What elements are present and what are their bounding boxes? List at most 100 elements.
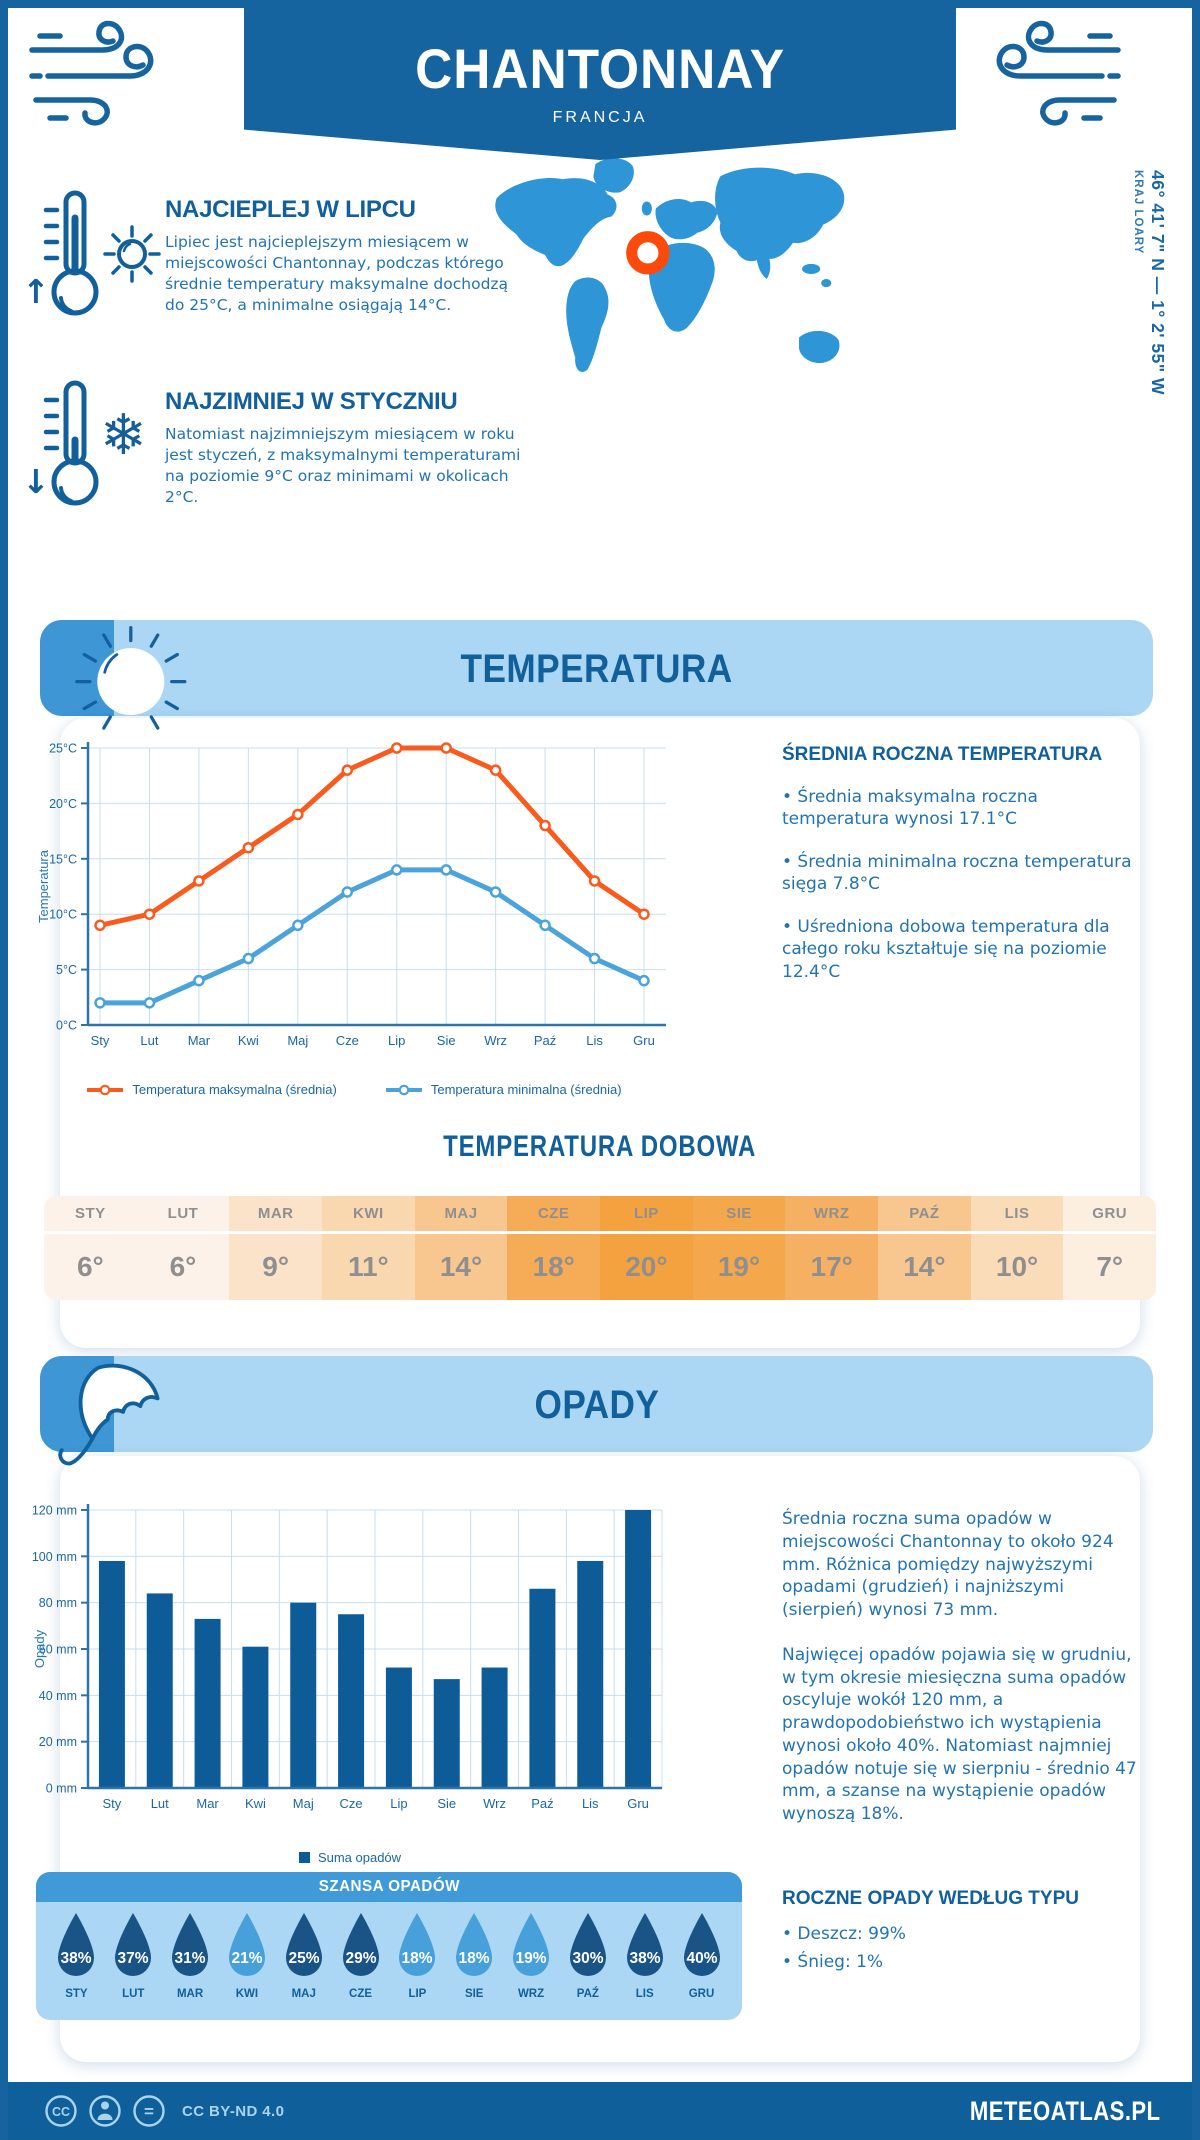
droplet-icon: 38% <box>626 1913 663 1976</box>
svg-text:Wrz: Wrz <box>483 1796 506 1811</box>
svg-text:Sty: Sty <box>103 1796 122 1811</box>
svg-text:CC: CC <box>52 2105 70 2119</box>
daily-temp-month: LIS <box>970 1196 1064 1234</box>
region-text: KRAJ LOARY <box>1132 170 1144 255</box>
thermometer-warm-icon <box>43 190 99 316</box>
daily-temp-value: 20° <box>625 1251 668 1282</box>
location-marker <box>626 231 670 275</box>
svg-text:Maj: Maj <box>287 1033 308 1048</box>
temperature-section-title: TEMPERATURA <box>460 647 733 691</box>
sun-banner-icon <box>75 625 187 730</box>
thermometer-cold-icon <box>43 380 99 506</box>
legend-item: Suma opadów <box>298 1850 401 1865</box>
daily-temp-month: LIP <box>600 1196 693 1234</box>
precipitation-paragraph: Najwięcej opadów pojawia się w grudniu, … <box>782 1644 1137 1825</box>
summary-heading: ŚREDNIA ROCZNA TEMPERATURA <box>782 744 1103 765</box>
svg-text:Lis: Lis <box>586 1033 603 1048</box>
svg-text:Wrz: Wrz <box>484 1033 507 1048</box>
svg-text:31%: 31% <box>175 1950 206 1967</box>
daily-temp-column: GRU 7° <box>1063 1196 1156 1300</box>
svg-text:Sty: Sty <box>91 1033 110 1048</box>
droplet-icon: 18% <box>456 1913 493 1976</box>
summary-bullets: • Średnia maksymalna roczna temperatura … <box>782 786 1147 983</box>
svg-text:40%: 40% <box>686 1950 717 1967</box>
daily-temp-value: 11° <box>347 1251 389 1282</box>
daily-temp-value: 7° <box>1096 1251 1124 1282</box>
svg-text:Kwi: Kwi <box>238 1033 259 1048</box>
legend-item: Temperatura maksymalna (średnia) <box>86 1082 337 1097</box>
svg-text:0 mm: 0 mm <box>46 1782 77 1796</box>
svg-text:Sie: Sie <box>437 1033 456 1048</box>
rain-chance-month: KWI <box>235 1988 259 2000</box>
svg-text:25°C: 25°C <box>49 742 77 756</box>
daily-temp-column: MAR 9° <box>229 1196 323 1300</box>
rain-chance-item: 38% LIS <box>616 1910 673 2000</box>
cold-text: Natomiast najzimniejszym miesiącem w rok… <box>165 425 521 507</box>
svg-text:37%: 37% <box>118 1950 149 1967</box>
droplet-icon: 37% <box>115 1913 152 1976</box>
daily-temp-value: 6° <box>169 1251 197 1282</box>
rain-chance-month: PAŹ <box>576 1988 599 2000</box>
umbrella-icon <box>58 1363 160 1466</box>
svg-text:Paź: Paź <box>531 1796 553 1811</box>
svg-text:=: = <box>144 2102 154 2121</box>
line-chart-legend: Temperatura maksymalna (średnia) Temperat… <box>34 1082 674 1097</box>
precipitation-paragraph: Średnia roczna suma opadów w miejscowośc… <box>782 1509 1114 1621</box>
svg-text:18%: 18% <box>402 1950 433 1967</box>
daily-temp-month: MAR <box>229 1196 323 1234</box>
rain-chance-month: WRZ <box>517 1988 545 2000</box>
rain-chance-item: 40% GRU <box>673 1910 730 2000</box>
page-border-left <box>0 0 8 2140</box>
precipitation-text: Średnia roczna suma opadów w miejscowośc… <box>782 1508 1150 1826</box>
svg-text:Gru: Gru <box>627 1796 649 1811</box>
rain-chance-month: SIE <box>464 1988 484 2000</box>
svg-text:Cze: Cze <box>340 1796 363 1811</box>
droplet-icon: 19% <box>513 1913 550 1976</box>
type-bullet: • Śnieg: 1% <box>782 1952 884 1972</box>
daily-temp-month: CZE <box>507 1196 601 1234</box>
precipitation-section-title: OPADY <box>534 1383 659 1427</box>
daily-temp-month: KWI <box>322 1196 415 1234</box>
coordinates-block: 46° 41' 7" N — 1° 2' 55" W KRAJ LOARY <box>1132 170 1168 460</box>
rain-chance-item: 18% SIE <box>446 1910 503 2000</box>
rain-chance-month: MAR <box>176 1988 204 2000</box>
rain-chance-item: 30% PAŹ <box>559 1910 616 2000</box>
svg-text:Opady: Opady <box>32 1629 47 1668</box>
daily-temp-month: GRU <box>1063 1196 1156 1234</box>
svg-text:Mar: Mar <box>196 1796 219 1811</box>
warm-block: NAJCIEPLEJ W LIPCU Lipiec jest najcieple… <box>165 196 525 316</box>
svg-text:25%: 25% <box>288 1950 319 1967</box>
svg-text:Gru: Gru <box>633 1033 655 1048</box>
svg-text:0°C: 0°C <box>56 1019 77 1033</box>
svg-text:10°C: 10°C <box>49 908 77 922</box>
summary-bullet: • Średnia maksymalna roczna temperatura … <box>782 787 1038 830</box>
svg-text:20°C: 20°C <box>49 797 77 811</box>
daily-temp-value: 14° <box>903 1251 946 1282</box>
daily-temp-value: 19° <box>717 1251 761 1282</box>
temperature-line-chart: 0°C 5°C 10°C 15°C 20°C 25°C Sty Lut Mar Kwi Maj Cze… <box>36 742 666 1048</box>
svg-text:Paź: Paź <box>534 1033 556 1048</box>
daily-temp-column: KWI 11° <box>322 1196 415 1300</box>
daily-temp-column: LIS 10° <box>970 1196 1064 1300</box>
page-border-right <box>1192 0 1200 2140</box>
daily-temp-month: SIE <box>692 1196 786 1234</box>
svg-text:120 mm: 120 mm <box>32 1504 77 1518</box>
svg-text:Sie: Sie <box>437 1796 456 1811</box>
svg-text:Lip: Lip <box>388 1033 405 1048</box>
daily-temperature-table: STY 6° LUT 6° MAR 9° KWI 11° MAJ 14° CZE 18° LIP 20° S… <box>44 1196 1156 1300</box>
rain-chance-month: GRU <box>688 1988 715 2000</box>
types-bullets: • Deszcz: 99% • Śnieg: 1% <box>782 1924 1150 1972</box>
daily-temp-column: CZE 18° <box>507 1196 601 1300</box>
no-derivatives-icon: = <box>133 2095 165 2127</box>
svg-text:Mar: Mar <box>188 1033 211 1048</box>
rain-chance-month: STY <box>65 1988 88 2000</box>
droplet-icon: 25% <box>285 1913 322 1976</box>
daily-temp-month: WRZ <box>785 1196 879 1234</box>
rain-chance-month: MAJ <box>291 1988 316 2000</box>
bar-chart-legend: Suma opadów <box>30 1850 670 1865</box>
rain-chance-item: 18% LIP <box>389 1910 446 2000</box>
svg-text:Kwi: Kwi <box>245 1796 266 1811</box>
warm-text: Lipiec jest najcieplejszym miesiącem w m… <box>165 233 509 315</box>
daily-temp-value: 9° <box>262 1251 290 1282</box>
